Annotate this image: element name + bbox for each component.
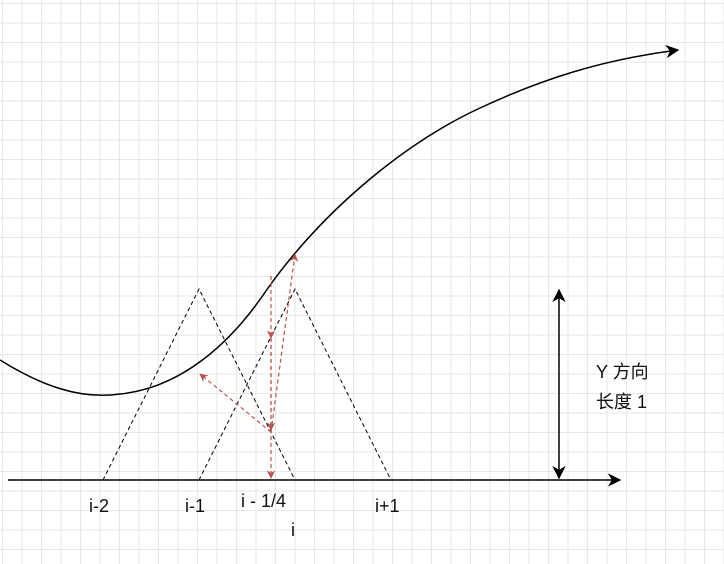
y-length-label: 长度 1: [596, 392, 647, 412]
sample-arrows: [199, 253, 299, 479]
tick-label-i-2: i-2: [89, 496, 109, 516]
tick-label-i-quarter: i - 1/4: [241, 491, 286, 511]
tick-label-i: i: [291, 520, 295, 540]
sample-arrow-to-kernel-i: [270, 253, 299, 433]
tick-label-i+1: i+1: [375, 496, 400, 516]
tick-label-i-1: i-1: [185, 496, 205, 516]
smooth-curve: [0, 44, 680, 397]
kernel-triangle-i-1: [102, 287, 296, 481]
sample-arrow-to-kernel-i-1: [199, 373, 272, 433]
y-direction-label: Y 方向: [596, 362, 649, 382]
kernel-triangle-i: [198, 287, 392, 481]
